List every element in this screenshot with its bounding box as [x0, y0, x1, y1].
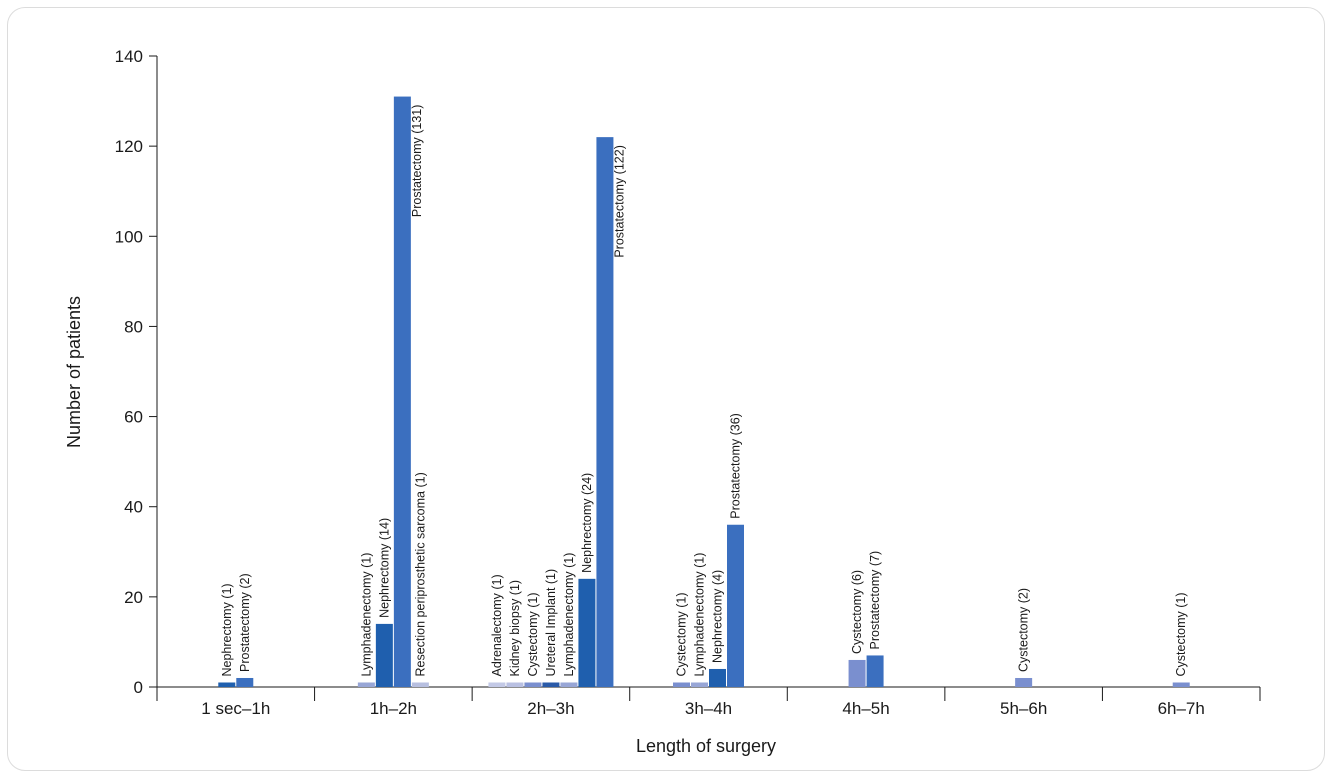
bar-labels: Nephrectomy (1) Prostatectomy (2) Lymphade… — [220, 105, 1188, 677]
bar-label: Cystectomy (6) — [850, 570, 864, 654]
bar — [218, 682, 236, 687]
x-tick-label: 1 sec–1h — [201, 699, 270, 718]
bar-label: Prostatectomy (122) — [612, 145, 626, 258]
y-axis-title: Number of patients — [64, 296, 84, 448]
y-tick-label: 20 — [124, 588, 143, 607]
bar — [560, 682, 578, 687]
x-axis: 1 sec–1h 1h–2h 2h–3h 3h–4h 4h–5h 5h–6h 6h–7h — [156, 686, 1261, 718]
bar-label: Lymphadenectomy (1) — [359, 553, 373, 677]
x-tick-label: 3h–4h — [685, 699, 732, 718]
y-tick-label: 0 — [134, 678, 143, 697]
bar — [1172, 682, 1190, 687]
x-tick-label: 1h–2h — [370, 699, 417, 718]
x-tick-label: 5h–6h — [1000, 699, 1047, 718]
bar — [848, 659, 866, 687]
bar — [524, 682, 542, 687]
bar-label: Lymphadenectomy (1) — [693, 553, 707, 677]
bar-label: Prostatectomy (36) — [729, 413, 743, 519]
bar — [866, 655, 884, 687]
bar-label: Nephrectomy (1) — [220, 583, 234, 676]
bar-label: Nephrectomy (14) — [377, 518, 391, 618]
y-tick-label: 120 — [115, 137, 143, 156]
bar — [393, 96, 411, 688]
bar — [236, 677, 254, 687]
x-tick-label: 6h–7h — [1158, 699, 1205, 718]
bar — [375, 623, 393, 687]
bar — [488, 682, 506, 687]
bar-label: Kidney biopsy (1) — [508, 580, 522, 677]
bar-label: Nephrectomy (24) — [580, 473, 594, 573]
y-tick-label: 140 — [115, 47, 143, 66]
x-axis-title: Length of surgery — [636, 736, 776, 756]
x-tick-label: 2h–3h — [527, 699, 574, 718]
bar-label: Adrenalectomy (1) — [490, 574, 504, 676]
bars — [218, 96, 1190, 688]
y-tick-label: 80 — [124, 317, 143, 336]
bar — [357, 682, 375, 687]
bar — [673, 682, 690, 687]
bar-label: Cystectomy (2) — [1017, 588, 1031, 672]
bar — [727, 524, 744, 687]
bar — [1015, 677, 1033, 687]
bar-label: Prostatectomy (7) — [868, 551, 882, 650]
y-tick-label: 60 — [124, 408, 143, 427]
x-tick-label: 4h–5h — [842, 699, 889, 718]
y-axis: 0 20 40 60 80 100 120 140 — [115, 47, 158, 697]
bar-label: Nephrectomy (4) — [711, 570, 725, 663]
bar-label: Cystectomy (1) — [675, 592, 689, 676]
bar-label: Prostatectomy (2) — [238, 573, 252, 672]
bar-label: Lymphadenectomy (1) — [562, 553, 576, 677]
y-tick-label: 40 — [124, 498, 143, 517]
bar — [709, 668, 726, 687]
bar — [596, 137, 614, 688]
chart-frame — [7, 7, 1325, 771]
bar-label: Resection periprosthetic sarcoma (1) — [413, 472, 427, 676]
bar-label: Cystectomy (1) — [1174, 592, 1188, 676]
bar-label: Ureteral Implant (1) — [544, 569, 558, 677]
y-tick-label: 100 — [115, 227, 143, 246]
bar — [691, 682, 708, 687]
bar — [506, 682, 524, 687]
bar-label: Cystectomy (1) — [526, 592, 540, 676]
bar — [411, 682, 429, 687]
bar-label: Prostatectomy (131) — [410, 105, 424, 218]
bar — [542, 682, 560, 687]
bar — [578, 578, 596, 687]
